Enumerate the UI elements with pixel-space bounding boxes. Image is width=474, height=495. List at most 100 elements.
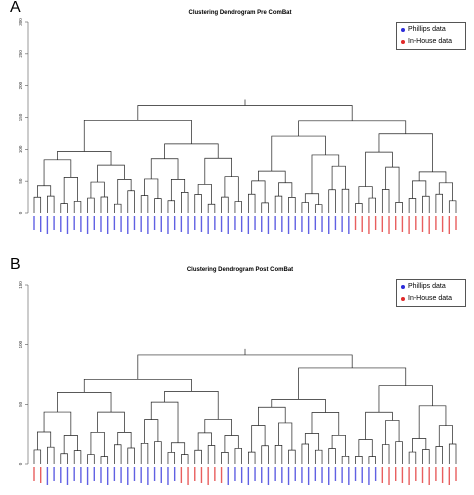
- panel-letter: A: [10, 0, 21, 16]
- dendrogram-branch: [355, 456, 363, 464]
- dendrogram-branch: [181, 192, 189, 213]
- dendrogram-branch: [144, 419, 159, 444]
- dendrogram-branch: [150, 401, 179, 443]
- leaf-label-mark: [348, 467, 350, 485]
- leaf-label-mark: [60, 216, 62, 232]
- dendrogram-branch: [33, 196, 42, 213]
- dendrogram-branch: [331, 165, 346, 190]
- dendrogram-branch: [60, 453, 68, 464]
- dendrogram-branch: [150, 158, 179, 180]
- dendrogram-branch: [395, 441, 403, 464]
- blue-dot-icon: [401, 28, 405, 32]
- dendrogram-branch: [36, 185, 52, 198]
- dendrogram-branch: [261, 202, 269, 213]
- leaf-label-mark: [354, 216, 357, 230]
- dendrogram-branch: [47, 195, 55, 213]
- dendrogram-branch: [164, 391, 219, 420]
- leaf-label-mark: [368, 467, 370, 485]
- leaf-label-mark: [240, 467, 243, 483]
- leaf-label-mark: [100, 467, 102, 483]
- y-tick-label: 150: [18, 113, 23, 121]
- leaf-label-mark: [153, 467, 156, 481]
- dendrogram-branch: [271, 135, 326, 172]
- dendrogram-branch: [207, 445, 216, 464]
- leaf-label-mark: [395, 467, 397, 481]
- panel-b: B Clustering Dendrogram Post ComBat 0 50 1…: [0, 257, 474, 495]
- leaf-label-mark: [354, 467, 357, 481]
- leaf-label-mark: [274, 216, 276, 230]
- dendrogram-branch: [395, 202, 403, 213]
- dendrogram-branch: [167, 452, 176, 464]
- dendrogram-branch: [57, 151, 112, 166]
- dendrogram-branch: [57, 391, 112, 413]
- leaf-label-mark: [388, 467, 390, 485]
- leaf-label-mark: [428, 467, 430, 485]
- legend: Phillips data In-House data: [396, 22, 466, 50]
- dendrogram-branch: [435, 193, 443, 213]
- y-tick-label: 100: [18, 340, 23, 348]
- dendrogram-branch: [368, 197, 376, 213]
- dendrogram-branch: [408, 198, 417, 213]
- leaf-label-mark: [173, 467, 176, 481]
- dendrogram-branch: [385, 420, 400, 445]
- dendrogram-branch: [140, 442, 149, 464]
- dendrogram-branch: [258, 170, 286, 183]
- leaf-label-mark: [334, 467, 337, 481]
- leaf-label-mark: [374, 467, 377, 481]
- dendrogram-branch: [247, 451, 256, 464]
- dendrogram-branch: [87, 197, 95, 213]
- dendrogram-title: Clustering Dendrogram Post ComBat: [186, 267, 294, 273]
- leaf-label-mark: [207, 467, 209, 485]
- dendrogram-branch: [234, 448, 243, 464]
- leaf-label-mark: [314, 216, 317, 230]
- dendrogram-branch: [278, 422, 293, 451]
- leaf-label-mark: [234, 216, 236, 230]
- dendrogram-branch: [100, 456, 109, 464]
- leaf-label-mark: [93, 467, 95, 481]
- leaf-label-mark: [113, 467, 116, 481]
- leaf-label-mark: [254, 467, 256, 481]
- leaf-label-mark: [220, 216, 223, 232]
- dendrogram-branch: [358, 186, 373, 204]
- leaf-label-mark: [428, 216, 430, 234]
- dendrogram-branch: [368, 456, 376, 464]
- leaf-label-mark: [435, 216, 437, 230]
- dendrogram-branch: [438, 182, 454, 201]
- dendrogram-branch: [328, 189, 336, 213]
- dendrogram-branch: [314, 449, 323, 464]
- red-dot-icon: [401, 297, 405, 301]
- dendrogram-branch: [298, 120, 407, 137]
- dendrogram-branch: [365, 411, 393, 440]
- dendrogram-branch: [33, 449, 42, 464]
- dendrogram-branch: [251, 180, 266, 203]
- leaf-label-mark: [281, 467, 283, 483]
- leaf-label-mark: [448, 216, 451, 234]
- leaf-label-mark: [274, 467, 276, 481]
- dendrogram-branch: [43, 159, 72, 186]
- dendrogram-branch: [412, 180, 427, 199]
- leaf-label-mark: [281, 216, 283, 232]
- dendrogram-branch: [197, 432, 212, 451]
- dendrogram-branch: [83, 378, 192, 393]
- dendrogram-branch: [197, 184, 212, 205]
- dendrogram-branch: [36, 431, 52, 450]
- dendrogram-branch: [358, 439, 373, 457]
- dendrogram-branch: [328, 448, 336, 464]
- leaf-label-mark: [247, 467, 250, 485]
- dendrogram-plot: 0 50 100 150 200 250 300: [18, 18, 457, 234]
- leaf-label-mark: [53, 467, 55, 481]
- dendrogram-branch: [385, 166, 400, 203]
- leaf-label-mark: [334, 216, 337, 230]
- leaf-label-mark: [147, 467, 149, 485]
- dendrogram-branch: [298, 367, 407, 400]
- leaf-label-mark: [86, 467, 89, 485]
- dendrogram-branch: [365, 151, 393, 187]
- leaf-label-mark: [227, 216, 229, 234]
- dendrogram-branch: [60, 203, 68, 213]
- leaf-label-mark: [254, 216, 256, 230]
- leaf-label-mark: [261, 467, 263, 483]
- leaf-label-mark: [455, 467, 457, 481]
- dendrogram-branch: [224, 435, 239, 453]
- legend-label: In-House data: [408, 295, 452, 302]
- leaf-label-mark: [207, 216, 209, 234]
